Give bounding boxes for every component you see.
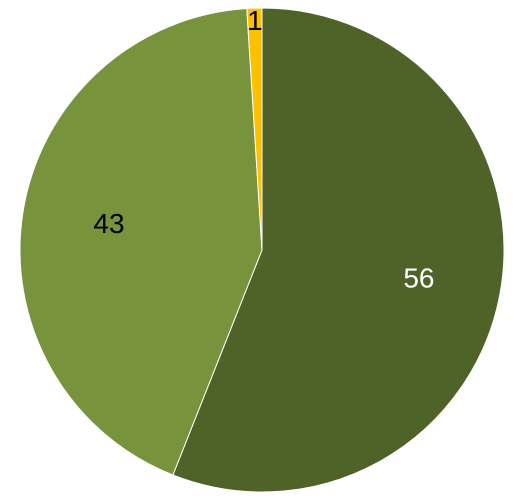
pie-slices	[19, 7, 505, 493]
data-label-1: 1	[247, 5, 263, 36]
pie-slice-1	[246, 7, 263, 251]
data-label-43: 43	[93, 208, 124, 239]
pie-data-labels: 56 43 1	[93, 5, 434, 293]
data-label-56: 56	[403, 262, 434, 293]
pie-slice-56	[172, 7, 505, 493]
pie-slice-43	[19, 7, 263, 476]
